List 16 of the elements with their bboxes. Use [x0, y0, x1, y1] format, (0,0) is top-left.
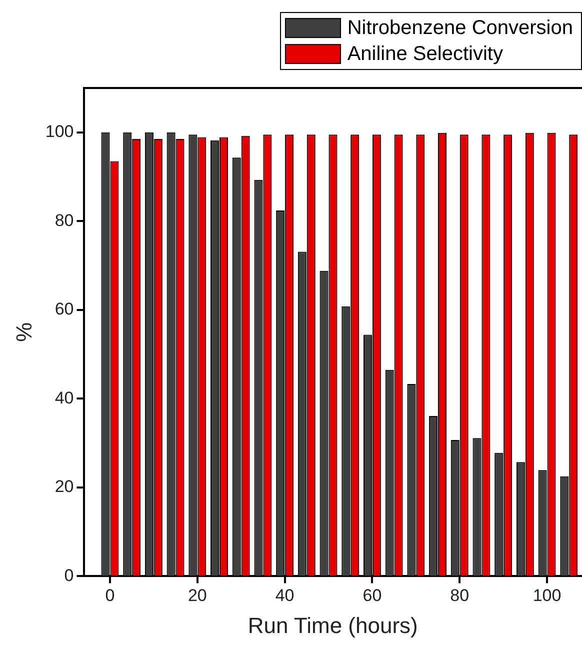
y-tick-label: 40 [54, 388, 74, 408]
y-axis-title: % [11, 322, 36, 342]
x-axis-title: Run Time (hours) [248, 612, 418, 638]
y-tick-label: 20 [54, 477, 74, 496]
y-tick-label: 60 [54, 300, 74, 319]
y-tick-label: 100 [45, 122, 74, 142]
x-tick-label: 20 [188, 586, 207, 606]
x-tick-label: 40 [275, 586, 294, 606]
x-tick-label: 80 [450, 586, 470, 606]
y-tick-label: 0 [64, 566, 74, 585]
x-tick-label: 100 [532, 586, 562, 606]
x-tick-label: 60 [362, 586, 382, 606]
y-tick-label: 80 [54, 210, 74, 230]
legend-label: Aniline Selectivity [347, 42, 503, 66]
legend-label: Nitrobenzene Conversion [347, 16, 573, 40]
x-tick-label: 0 [105, 586, 115, 606]
